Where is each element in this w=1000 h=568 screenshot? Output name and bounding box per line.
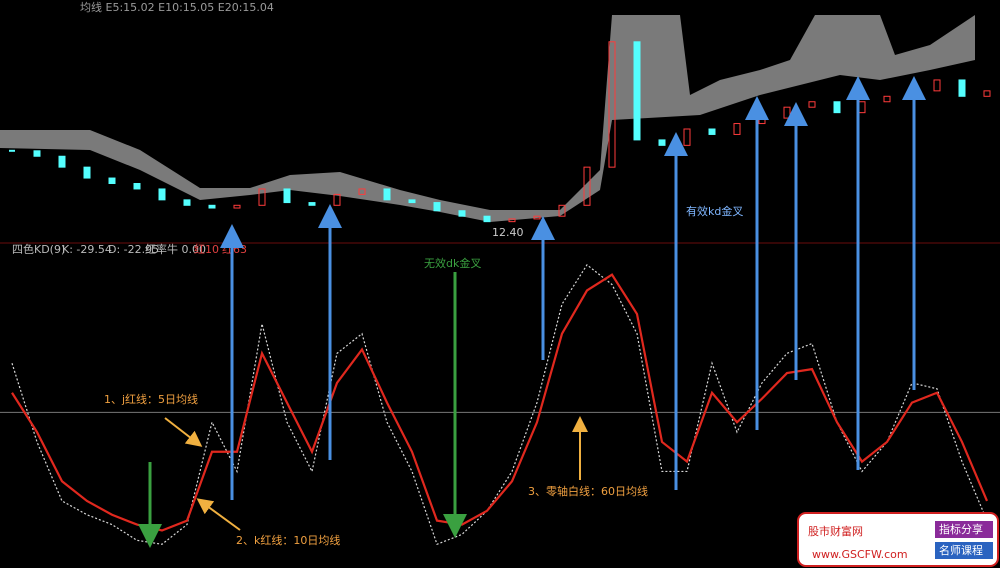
r2-value: 红63	[222, 243, 247, 256]
candle	[758, 117, 766, 125]
candle	[258, 188, 266, 206]
indicator-name: 四色KD(9)	[12, 242, 65, 256]
candle	[733, 123, 741, 135]
candle	[458, 210, 466, 217]
plots	[0, 41, 1000, 546]
candle	[158, 188, 166, 201]
candle	[633, 41, 641, 141]
band	[0, 15, 975, 222]
candle	[233, 204, 241, 209]
watermark-tag: 名师课程	[939, 543, 983, 557]
candle	[108, 177, 116, 185]
candle	[133, 183, 141, 190]
indicator-line	[11, 273, 989, 532]
annotation: 3、零轴白线：60日均线	[528, 484, 648, 498]
candle	[83, 166, 91, 179]
annotation: 无效dk金叉	[424, 256, 481, 270]
low-label: 12.40	[492, 226, 524, 239]
candle	[658, 139, 666, 146]
annotation: 2、k红线：10日均线	[236, 533, 340, 547]
candle	[433, 202, 441, 212]
candle	[583, 166, 591, 206]
green-arrows	[138, 272, 467, 548]
candle	[933, 79, 941, 92]
d-value: D: -22.95	[108, 243, 159, 256]
candle	[833, 101, 841, 114]
candle	[783, 106, 791, 119]
candle	[558, 204, 566, 217]
annotation: 有效kd金叉	[686, 204, 743, 218]
candle	[33, 150, 41, 157]
candle	[683, 128, 691, 146]
watermark: 股市财富网 www.GSCFW.com 指标分享 名师课程	[797, 512, 999, 567]
candle	[208, 204, 216, 209]
candle	[358, 188, 366, 195]
indicator-line	[11, 263, 988, 546]
candle	[708, 128, 716, 135]
watermark-site: 股市财富网	[808, 524, 863, 538]
annotation: 1、j红线：5日均线	[104, 392, 198, 406]
candle	[58, 155, 66, 168]
watermark-tag: 指标分享	[939, 522, 983, 536]
blue-arrows	[220, 76, 926, 500]
indicator-header: 四色KD(9) K: -29.54 D: -22.95 红率牛 0.00 红10…	[12, 242, 247, 256]
candle	[183, 199, 191, 206]
candle	[858, 101, 866, 114]
orange-arrows	[164, 416, 588, 531]
candle	[483, 215, 491, 223]
k-value: K: -29.54	[62, 243, 112, 256]
candle	[958, 79, 966, 97]
candle	[333, 193, 341, 206]
candle	[508, 218, 516, 223]
candle	[808, 101, 816, 108]
candle	[283, 188, 291, 204]
candle	[383, 188, 391, 201]
candle	[408, 199, 416, 204]
ma-header: 均线 E5:15.02 E10:15.05 E20:15.04	[80, 0, 274, 14]
candle	[983, 90, 991, 97]
r1-value: 红10	[194, 243, 219, 256]
candle	[883, 95, 891, 103]
candle	[308, 202, 316, 206]
watermark-url: www.GSCFW.com	[812, 548, 908, 561]
candle	[608, 41, 616, 168]
extra-value: 红率牛 0.00	[145, 242, 206, 256]
candle	[9, 149, 15, 152]
